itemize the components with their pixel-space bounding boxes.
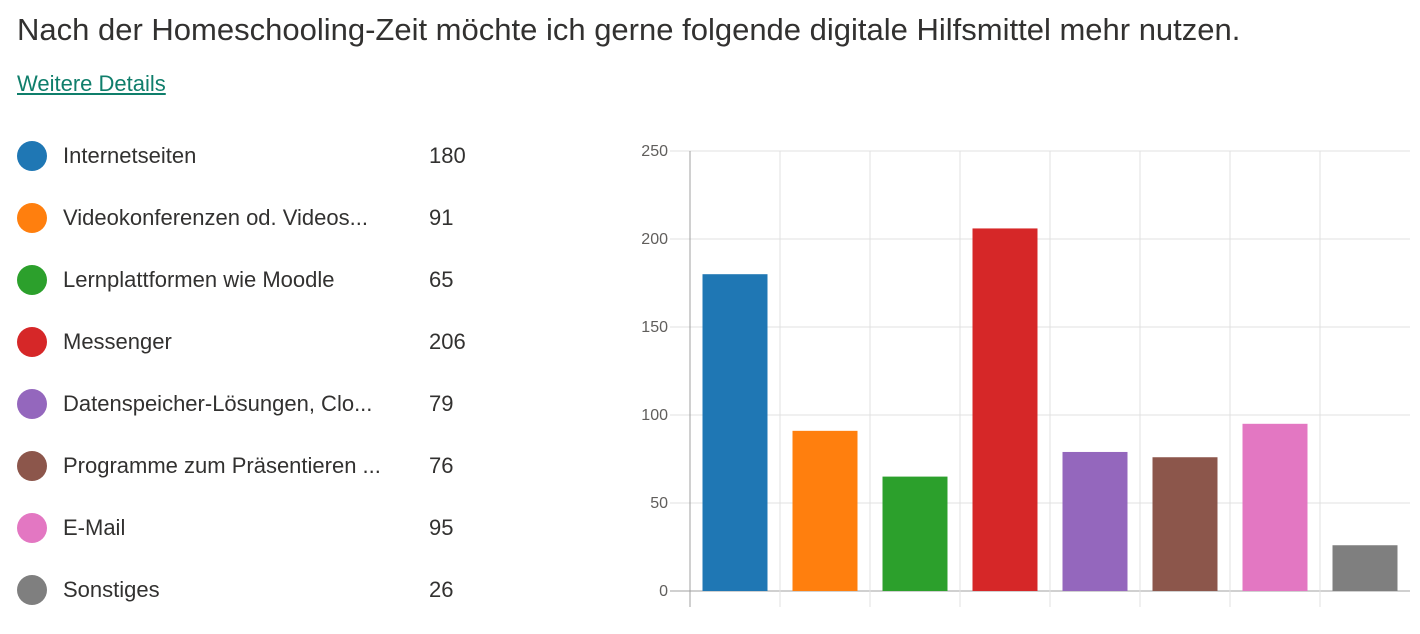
legend-item-internetseiten[interactable]: Internetseiten 180	[17, 125, 537, 187]
legend-count: 91	[429, 205, 454, 230]
y-tick-label: 200	[641, 231, 668, 248]
bar	[972, 228, 1038, 591]
y-tick-label: 150	[641, 319, 668, 336]
legend-label: E-Mail	[63, 515, 126, 540]
y-tick-label: 0	[659, 583, 668, 600]
legend-label: Messenger	[63, 329, 172, 354]
y-tick-label: 50	[650, 495, 668, 512]
more-details-link[interactable]: Weitere Details	[17, 71, 166, 96]
legend-swatch	[17, 451, 47, 481]
y-tick-label: 100	[641, 407, 668, 424]
legend-swatch	[17, 265, 47, 295]
legend-item-videokonferenzen[interactable]: Videokonferenzen od. Videos... 91	[17, 187, 537, 249]
bar	[882, 476, 948, 591]
legend-label: Internetseiten	[63, 143, 197, 168]
legend-count: 76	[429, 453, 454, 478]
legend-count: 65	[429, 267, 454, 292]
legend-label: Lernplattformen wie Moodle	[63, 267, 335, 292]
legend-swatch	[17, 203, 47, 233]
legend-swatch	[17, 513, 47, 543]
legend-item-email[interactable]: E-Mail 95	[17, 497, 537, 559]
bar	[1062, 451, 1128, 591]
legend: Internetseiten 180 Videokonferenzen od. …	[17, 125, 537, 621]
legend-swatch	[17, 575, 47, 605]
legend-item-lernplattformen[interactable]: Lernplattformen wie Moodle 65	[17, 249, 537, 311]
legend-count: 95	[429, 515, 454, 540]
bar	[1242, 423, 1308, 591]
bar	[1152, 457, 1218, 591]
legend-label: Sonstiges	[63, 577, 160, 602]
legend-swatch	[17, 389, 47, 419]
legend-item-programme-praesentieren[interactable]: Programme zum Präsentieren ... 76	[17, 435, 537, 497]
legend-count: 180	[429, 143, 466, 168]
legend-count: 206	[429, 329, 466, 354]
legend-label: Datenspeicher-Lösungen, Clo...	[63, 391, 373, 416]
page-title: Nach der Homeschooling-Zeit möchte ich g…	[17, 12, 1241, 47]
legend-swatch	[17, 327, 47, 357]
legend-item-messenger[interactable]: Messenger 206	[17, 311, 537, 373]
y-tick-label: 250	[641, 143, 668, 160]
bar	[792, 430, 858, 591]
legend-item-sonstiges[interactable]: Sonstiges 26	[17, 559, 537, 621]
bar-chart: 0 50 100 150 200 250	[641, 143, 1410, 607]
legend-count: 26	[429, 577, 454, 602]
legend-swatch	[17, 141, 47, 171]
bar	[702, 274, 768, 591]
legend-item-datenspeicher[interactable]: Datenspeicher-Lösungen, Clo... 79	[17, 373, 537, 435]
legend-label: Videokonferenzen od. Videos...	[63, 205, 368, 230]
bar	[1332, 545, 1398, 591]
legend-label: Programme zum Präsentieren ...	[63, 453, 381, 478]
legend-count: 79	[429, 391, 454, 416]
